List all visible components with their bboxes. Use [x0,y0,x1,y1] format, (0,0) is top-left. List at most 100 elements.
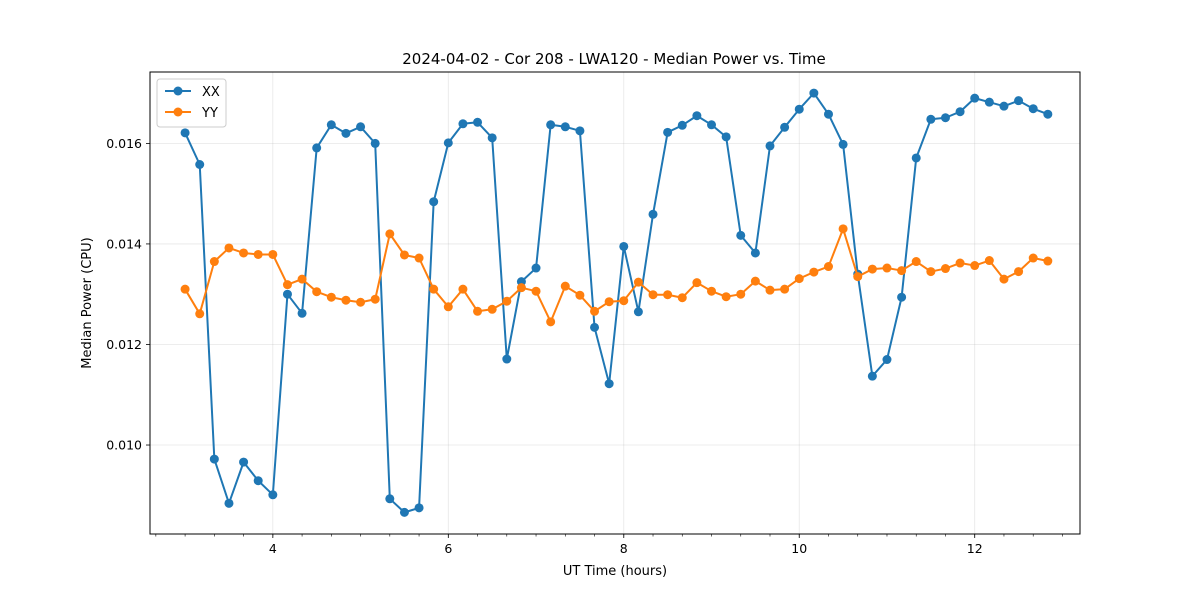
y-tick-label: 0.014 [106,236,142,251]
data-point-yy [385,229,395,239]
data-point-xx [443,138,453,148]
data-point-yy [984,256,994,266]
data-point-yy [677,293,687,303]
data-point-xx [1014,96,1024,106]
data-point-yy [853,272,863,282]
legend-marker-xx [173,86,183,96]
data-point-yy [546,317,556,327]
data-point-xx [414,503,424,513]
data-point-yy [326,292,336,302]
data-point-xx [531,263,541,273]
data-point-xx [897,292,907,302]
data-point-yy [897,266,907,276]
data-point-yy [1028,253,1038,263]
data-point-xx [385,494,395,504]
x-tick-label: 10 [791,541,807,556]
data-point-yy [838,224,848,234]
data-point-yy [195,309,205,319]
x-tick-label: 12 [967,541,983,556]
data-point-xx [765,141,775,151]
data-point-xx [823,109,833,119]
data-point-xx [750,248,760,258]
data-point-yy [867,264,877,274]
data-point-xx [633,307,643,317]
data-point-xx [546,120,556,130]
data-point-xx [429,197,439,207]
x-axis-label: UT Time (hours) [563,564,667,579]
data-point-yy [780,284,790,294]
data-point-xx [268,490,278,500]
data-point-xx [590,322,600,332]
data-point-yy [663,290,673,300]
data-point-yy [458,284,468,294]
x-tick-label: 4 [269,541,277,556]
data-point-xx [780,122,790,132]
data-point-xx [926,114,936,124]
data-point-yy [1014,267,1024,277]
data-point-yy [736,289,746,299]
data-point-yy [750,276,760,286]
data-point-yy [473,306,483,316]
data-point-yy [312,287,322,297]
data-point-yy [268,249,278,259]
data-point-yy [180,284,190,294]
data-point-yy [356,297,366,307]
series-yy [180,224,1053,327]
data-point-yy [970,261,980,271]
data-point-yy [429,284,439,294]
data-point-xx [1043,109,1053,119]
data-point-yy [633,277,643,287]
data-point-xx [560,122,570,132]
data-point-yy [399,250,409,260]
legend-marker-yy [173,107,183,117]
data-point-yy [575,290,585,300]
data-point-yy [560,281,570,291]
data-point-xx [282,289,292,299]
data-point-yy [604,297,614,307]
data-point-yy [414,253,424,263]
data-point-yy [707,286,717,296]
data-point-yy [443,302,453,312]
data-point-xx [736,230,746,240]
data-point-xx [984,97,994,107]
data-point-xx [575,126,585,136]
y-tick-label: 0.012 [106,337,142,352]
data-point-yy [794,274,804,284]
data-point-xx [253,476,263,486]
data-point-yy [239,248,249,258]
x-tick-label: 8 [620,541,628,556]
data-point-yy [721,292,731,302]
data-point-xx [356,122,366,132]
data-point-yy [1043,256,1053,266]
data-point-xx [473,117,483,127]
data-point-xx [341,128,351,138]
data-point-xx [180,128,190,138]
data-point-xx [297,308,307,318]
data-point-xx [940,113,950,123]
data-point-yy [911,257,921,267]
data-point-yy [619,296,629,306]
axis-layer: 4 6 8 10 12 0.010 0.012 0.014 0.016 [106,136,1063,556]
data-point-yy [531,286,541,296]
data-point-xx [604,379,614,389]
data-point-xx [326,120,336,130]
data-point-xx [458,119,468,129]
data-point-yy [955,258,965,268]
data-point-xx [1028,104,1038,114]
data-point-xx [195,160,205,169]
legend: XX YY [156,78,227,128]
data-point-yy [341,295,351,305]
data-point-xx [955,107,965,117]
data-point-xx [794,104,804,114]
data-point-yy [282,280,292,290]
data-point-xx [707,120,717,130]
data-point-yy [297,274,307,284]
data-point-yy [765,285,775,295]
data-point-xx [970,93,980,103]
data-point-yy [487,304,497,314]
data-point-yy [253,249,263,259]
data-point-xx [502,354,512,364]
legend-label-xx: XX [202,85,220,100]
data-point-xx [312,143,322,153]
